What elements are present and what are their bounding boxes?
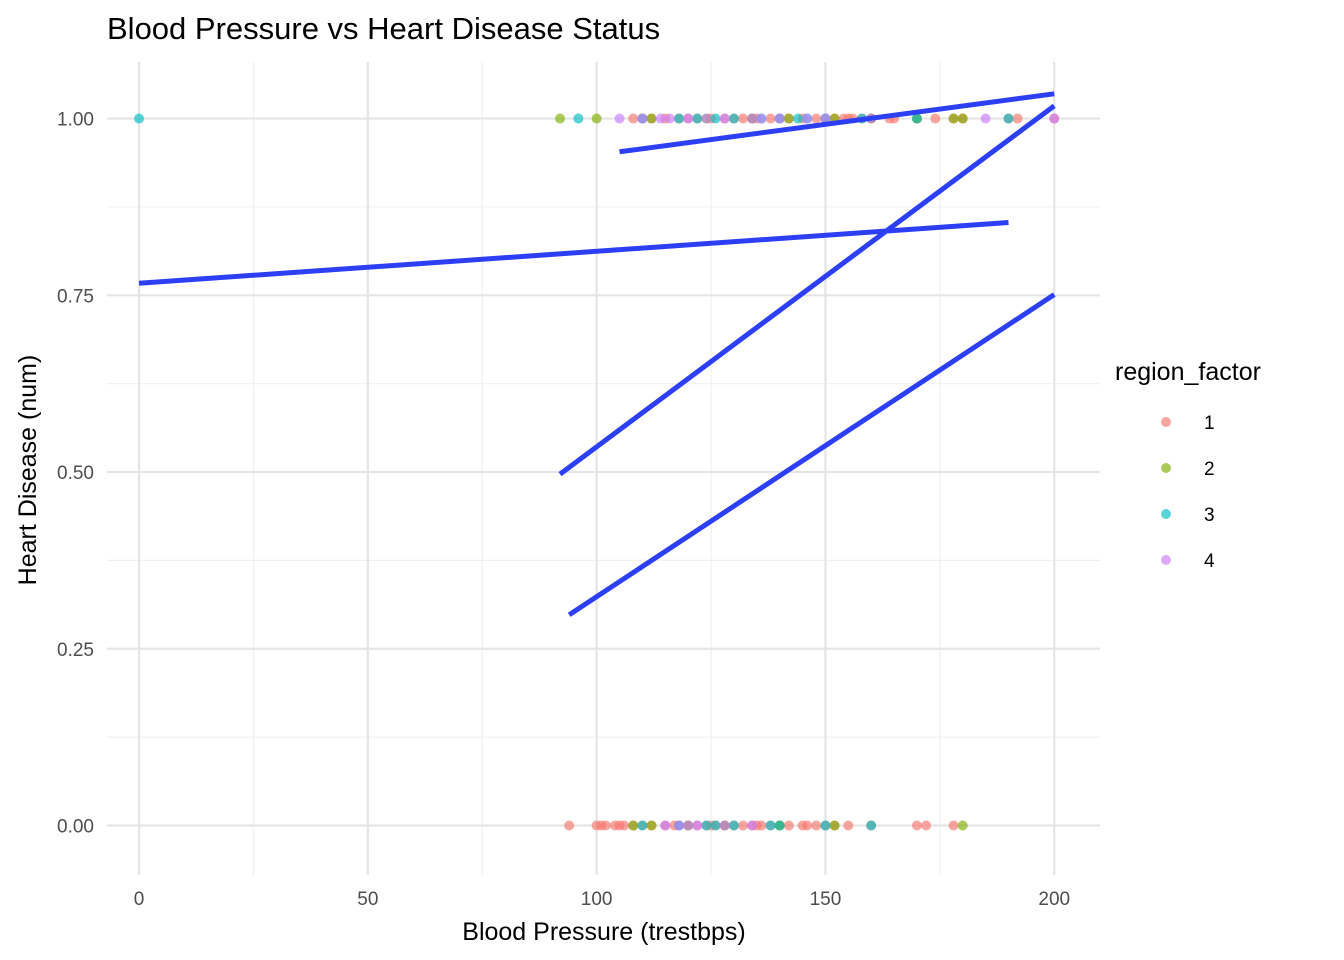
x-tick-label: 150 <box>810 889 842 910</box>
data-point <box>747 113 758 124</box>
data-point <box>765 820 776 831</box>
data-point <box>756 113 767 124</box>
data-point <box>738 820 749 831</box>
data-point <box>765 113 776 124</box>
legend-label: 3 <box>1204 505 1215 526</box>
legend-label: 1 <box>1204 413 1215 434</box>
data-point <box>921 820 932 831</box>
data-point <box>600 820 611 831</box>
data-point <box>802 820 813 831</box>
data-point <box>738 113 749 124</box>
x-axis-ticks: 0 50 100 150 200 <box>134 889 1070 910</box>
data-point <box>957 820 968 831</box>
x-tick-label: 100 <box>581 889 613 910</box>
data-point <box>930 113 941 124</box>
y-axis-title: Heart Disease (num) <box>14 355 42 586</box>
data-point <box>728 113 739 124</box>
fit-line <box>567 292 1056 617</box>
data-point <box>774 113 785 124</box>
data-point <box>811 113 822 124</box>
data-point <box>664 113 675 124</box>
data-point <box>710 113 721 124</box>
data-point <box>683 113 694 124</box>
data-point <box>619 820 630 831</box>
data-point <box>701 113 712 124</box>
data-point <box>646 820 657 831</box>
data-point <box>1003 113 1014 124</box>
legend-label: 4 <box>1204 551 1215 572</box>
data-point <box>628 113 639 124</box>
data-point <box>637 820 648 831</box>
legend-key <box>1161 417 1171 427</box>
y-tick-label: 0.75 <box>57 286 94 307</box>
y-tick-label: 0.25 <box>57 640 94 661</box>
data-point <box>957 113 968 124</box>
y-tick-label: 1.00 <box>57 110 94 131</box>
legend-key <box>1161 463 1171 473</box>
x-tick-label: 50 <box>357 889 378 910</box>
data-point <box>728 820 739 831</box>
x-tick-label: 0 <box>134 889 145 910</box>
data-point <box>646 113 657 124</box>
legend-label: 2 <box>1204 459 1215 480</box>
data-point <box>820 113 831 124</box>
fit-line <box>558 103 1056 477</box>
data-point <box>747 820 758 831</box>
data-point <box>1012 113 1023 124</box>
legend-key <box>1161 509 1171 519</box>
fit-line <box>138 219 1009 286</box>
data-point <box>692 820 703 831</box>
y-tick-label: 0.50 <box>57 463 94 484</box>
data-point <box>802 113 813 124</box>
data-point <box>756 820 767 831</box>
data-point <box>555 113 566 124</box>
data-point <box>683 820 694 831</box>
data-point <box>701 820 712 831</box>
data-point <box>792 113 803 124</box>
data-point <box>948 820 959 831</box>
data-point <box>692 113 703 124</box>
data-point <box>783 820 794 831</box>
y-axis-ticks: 0.00 0.25 0.50 0.75 1.00 <box>57 110 94 838</box>
data-point <box>980 113 991 124</box>
data-point <box>134 113 145 124</box>
x-axis-title: Blood Pressure (trestbps) <box>462 918 745 946</box>
data-point <box>843 820 854 831</box>
legend-title: region_factor <box>1115 358 1261 386</box>
data-point <box>637 113 648 124</box>
data-point <box>674 113 685 124</box>
data-point <box>829 820 840 831</box>
legend: region_factor 1 2 3 4 <box>1115 358 1261 572</box>
data-point <box>783 113 794 124</box>
data-point <box>564 820 575 831</box>
data-point <box>911 820 922 831</box>
data-point <box>1049 113 1060 124</box>
data-point <box>614 113 625 124</box>
data-point <box>719 820 730 831</box>
data-point <box>591 113 602 124</box>
x-tick-label: 200 <box>1038 889 1070 910</box>
data-point <box>719 113 730 124</box>
data-point <box>674 820 685 831</box>
data-point <box>948 113 959 124</box>
data-point <box>660 820 671 831</box>
legend-key <box>1161 555 1171 565</box>
data-point <box>811 820 822 831</box>
fit-lines <box>138 91 1056 617</box>
data-point <box>655 113 666 124</box>
data-point <box>628 820 639 831</box>
data-point <box>820 820 831 831</box>
chart-title: Blood Pressure vs Heart Disease Status <box>107 11 660 46</box>
data-point <box>774 820 785 831</box>
data-point <box>866 820 877 831</box>
y-tick-label: 0.00 <box>57 817 94 838</box>
data-point <box>911 113 922 124</box>
data-point <box>710 820 721 831</box>
fit-line <box>619 91 1055 155</box>
data-point <box>573 113 584 124</box>
